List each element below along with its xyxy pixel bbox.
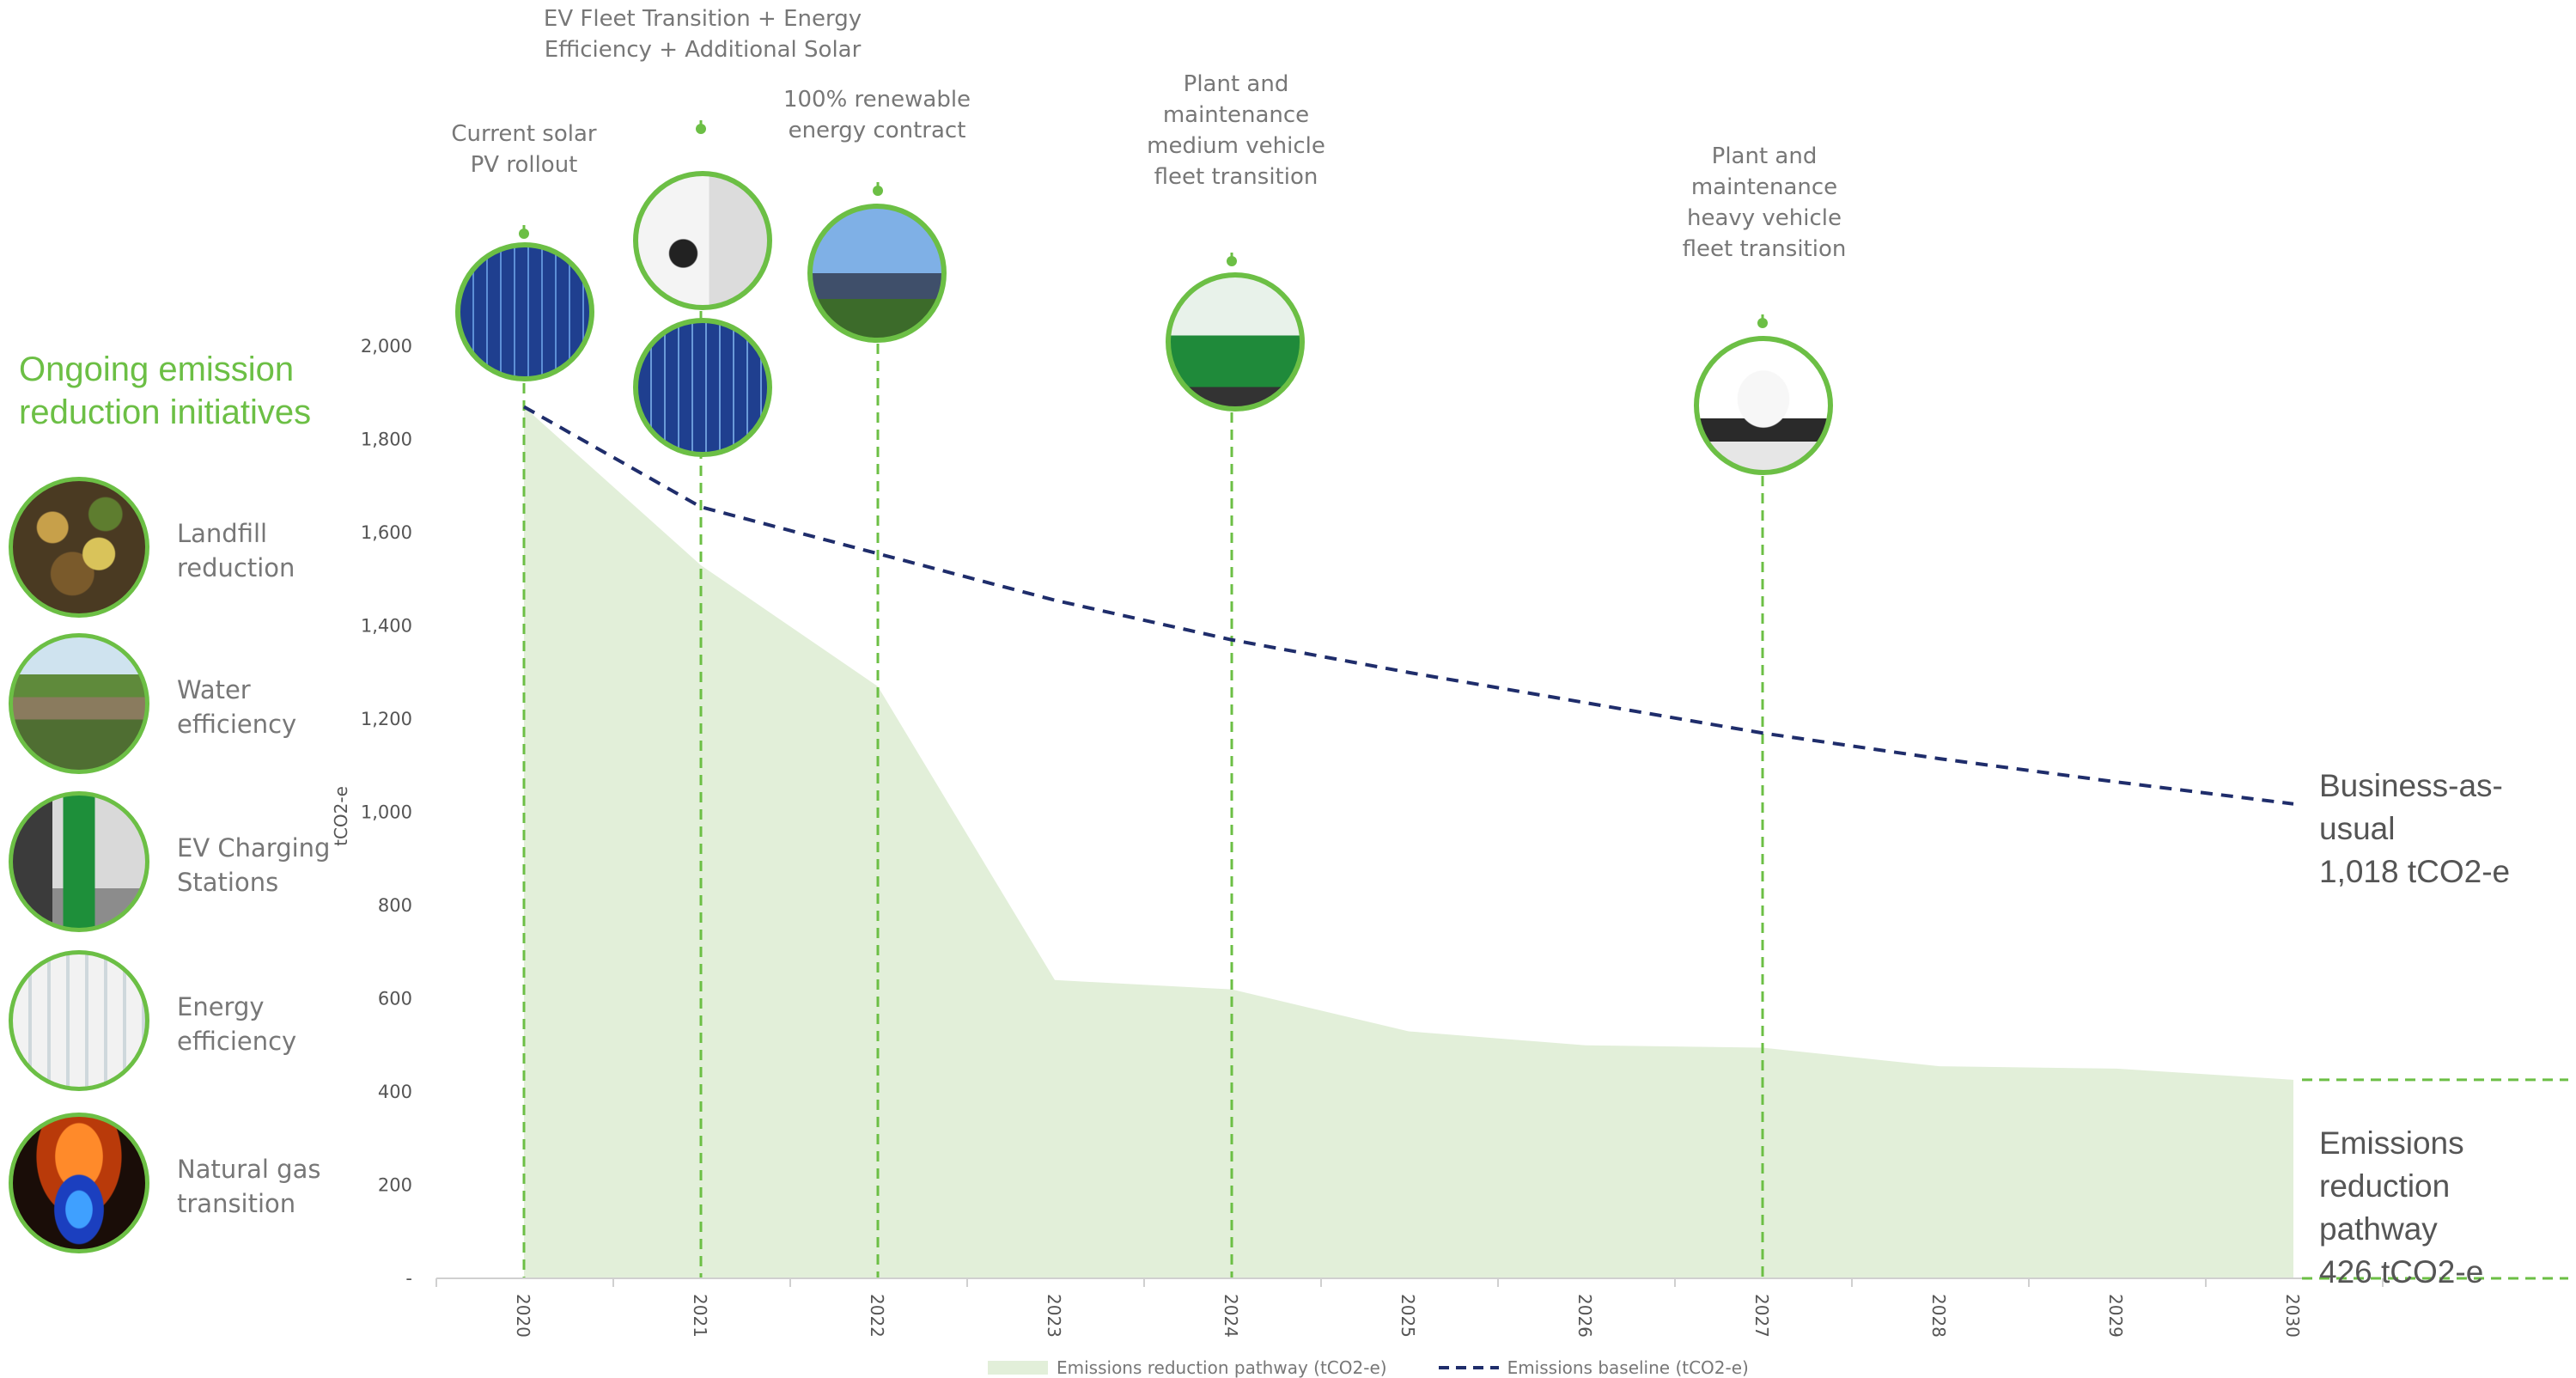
y-tick-label: 800 bbox=[378, 895, 412, 916]
y-axis-label: tCO2-e bbox=[331, 786, 351, 846]
pathway-callout-line2: reduction pathway bbox=[2319, 1168, 2451, 1247]
x-tick-label: 2022 bbox=[867, 1294, 887, 1338]
y-tick-label: 1,600 bbox=[361, 522, 412, 543]
legend-swatch-dashed bbox=[1438, 1366, 1499, 1369]
y-tick-label: 1,800 bbox=[361, 430, 412, 450]
chart-legend: Emissions reduction pathway (tCO2-e) Emi… bbox=[988, 1357, 1749, 1378]
sidebar-title: Ongoing emission reduction initiatives bbox=[19, 351, 312, 431]
x-tick-label: 2027 bbox=[1751, 1294, 1772, 1338]
legend-swatch-area bbox=[988, 1361, 1048, 1375]
initiative-label: Landfill reduction bbox=[177, 519, 295, 582]
pathway-callout-line1: Emissions bbox=[2319, 1125, 2464, 1161]
milestone-dot-2027 bbox=[1757, 318, 1768, 328]
solar-farm-icon bbox=[807, 204, 947, 343]
bau-callout: Business-as-usual 1,018 tCO2-e bbox=[2319, 765, 2576, 893]
initiative-energy: Energy efficiency bbox=[9, 950, 369, 1098]
zero-emissions-bus-icon bbox=[1166, 272, 1305, 412]
y-tick-label: 1,200 bbox=[361, 709, 412, 729]
solar-panel-icon bbox=[455, 242, 594, 381]
bau-callout-title: Business-as-usual bbox=[2319, 768, 2503, 846]
legend-label: Emissions reduction pathway (tCO2-e) bbox=[1057, 1357, 1387, 1378]
x-tick-label: 2023 bbox=[1044, 1294, 1064, 1338]
gas-flame-icon bbox=[9, 1113, 149, 1253]
milestone-lines bbox=[519, 120, 2568, 1280]
baseline-line bbox=[523, 405, 2294, 806]
initiative-label: Natural gas transition bbox=[177, 1155, 321, 1218]
x-tick-label: 2024 bbox=[1221, 1294, 1241, 1338]
y-tick-label: 600 bbox=[378, 989, 412, 1009]
initiative-water: Water efficiency bbox=[9, 633, 369, 781]
x-tick-label: 2026 bbox=[1574, 1294, 1595, 1338]
y-tick-label: 200 bbox=[378, 1175, 412, 1196]
ev-charger-icon bbox=[633, 171, 772, 310]
x-tick-label: 2021 bbox=[690, 1294, 710, 1338]
y-tick-label: - bbox=[405, 1268, 412, 1289]
bau-callout-value: 1,018 tCO2-e bbox=[2319, 854, 2511, 889]
y-tick-label: 400 bbox=[378, 1082, 412, 1102]
x-tick-label: 2029 bbox=[2105, 1294, 2126, 1338]
office-lighting-icon bbox=[9, 950, 149, 1091]
initiative-label: Energy efficiency bbox=[177, 992, 297, 1056]
y-tick-label: 1,000 bbox=[361, 802, 412, 823]
pathway-callout-value: 426 tCO2-e bbox=[2319, 1254, 2484, 1290]
initiative-label: EV Charging Stations bbox=[177, 833, 331, 897]
legend-item-baseline: Emissions baseline (tCO2-e) bbox=[1438, 1357, 1749, 1378]
milestone-dot-2022 bbox=[873, 186, 883, 196]
initiative-label: Water efficiency bbox=[177, 675, 297, 739]
milestone-dot-2021 bbox=[696, 124, 706, 134]
pathway-area-layer bbox=[524, 406, 2293, 1278]
initiative-natural-gas: Natural gas transition bbox=[9, 1113, 369, 1260]
x-tick-label: 2020 bbox=[513, 1294, 533, 1338]
milestone-dot-2024 bbox=[1227, 256, 1237, 266]
axes: 2020 2021 2022 2023 2024 2025 2026 2027 2028 2029… bbox=[331, 336, 2384, 1338]
compost-icon bbox=[9, 477, 149, 618]
annotation-label-2024: Plant and maintenance medium vehicle fle… bbox=[1147, 71, 1325, 190]
legend-item-pathway: Emissions reduction pathway (tCO2-e) bbox=[988, 1357, 1387, 1378]
baseline-line-layer bbox=[523, 405, 2294, 806]
solar-panel-icon bbox=[633, 318, 772, 457]
x-tick-label: 2030 bbox=[2282, 1294, 2303, 1338]
initiative-landfill: Landfill reduction bbox=[9, 477, 369, 625]
annotation-label-2022: 100% renewable energy contract bbox=[783, 87, 971, 143]
truck-icon bbox=[1694, 336, 1833, 475]
pathway-area bbox=[524, 406, 2293, 1278]
annotation-label-2027: Plant and maintenance heavy vehicle flee… bbox=[1682, 143, 1847, 262]
annotation-label-2020: Current solar PV rollout bbox=[451, 121, 597, 178]
x-tick-label: 2025 bbox=[1398, 1294, 1418, 1338]
wetland-icon bbox=[9, 633, 149, 774]
x-tick-label: 2028 bbox=[1928, 1294, 1949, 1338]
initiative-ev-charging: EV Charging Stations bbox=[9, 791, 369, 939]
ev-charging-station-icon bbox=[9, 791, 149, 932]
annotation-label-2021: EV Fleet Transition + Energy Efficiency … bbox=[543, 6, 862, 63]
milestone-dot-2020 bbox=[519, 229, 529, 239]
pathway-callout: Emissions reduction pathway 426 tCO2-e bbox=[2319, 1122, 2576, 1294]
y-tick-label: 2,000 bbox=[361, 336, 412, 357]
y-tick-label: 1,400 bbox=[361, 616, 412, 637]
legend-label: Emissions baseline (tCO2-e) bbox=[1507, 1357, 1749, 1378]
